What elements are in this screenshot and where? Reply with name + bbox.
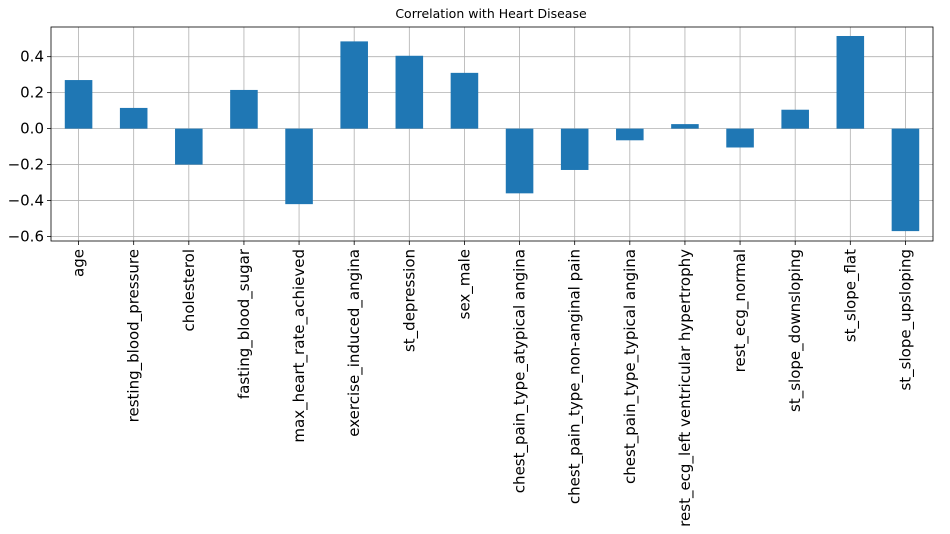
y-axis: −0.6 −0.4 −0.2 0.0 0.2 0.4 (8, 48, 51, 246)
bar (230, 89, 258, 129)
y-tick-label: −0.6 (8, 228, 44, 246)
chart-title: Correlation with Heart Disease (395, 6, 587, 21)
bar (395, 55, 424, 129)
bar (726, 128, 754, 148)
y-tick-label: −0.4 (8, 192, 44, 210)
bar (119, 107, 148, 129)
x-tick-label: st_slope_upsloping (896, 249, 915, 391)
x-tick-label: cholesterol (180, 249, 198, 331)
bar (340, 41, 368, 129)
bar (505, 128, 534, 194)
bar (891, 128, 920, 232)
y-tick-label: 0.2 (20, 84, 44, 102)
bar (671, 124, 699, 129)
bar (836, 35, 865, 129)
y-tick-label: 0.0 (20, 120, 44, 138)
x-tick-label: sex_male (455, 249, 474, 319)
x-tick-label: rest_ecg_left ventricular hypertrophy (676, 249, 695, 527)
bar (450, 72, 479, 129)
axes-frame (50, 26, 934, 242)
bar (560, 128, 589, 170)
bars (64, 35, 920, 232)
y-tick-label: 0.4 (20, 48, 44, 66)
x-tick-label: st_slope_downsloping (786, 249, 805, 412)
bar (285, 128, 313, 205)
x-tick-label: age (70, 249, 88, 277)
x-tick-label: resting_blood_pressure (125, 249, 144, 422)
bar (64, 80, 93, 129)
x-tick-label: st_depression (400, 249, 419, 352)
x-tick-label: fasting_blood_sugar (235, 248, 254, 399)
bar (175, 128, 203, 165)
x-tick-label: chest_pain_type_atypical angina (511, 249, 530, 493)
y-tick-label: −0.2 (8, 156, 44, 174)
x-axis: age resting_blood_pressure cholesterol fast… (70, 241, 915, 527)
x-tick-label: rest_ecg_normal (731, 249, 750, 372)
x-tick-label: exercise_induced_angina (345, 249, 364, 437)
bar (781, 109, 809, 129)
x-tick-label: max_heart_rate_achieved (290, 249, 309, 443)
x-tick-label: chest_pain_type_typical angina (621, 249, 640, 484)
bar (616, 128, 644, 141)
x-tick-label: chest_pain_type_non-anginal pain (566, 249, 585, 504)
x-tick-label: st_slope_flat (841, 249, 860, 342)
